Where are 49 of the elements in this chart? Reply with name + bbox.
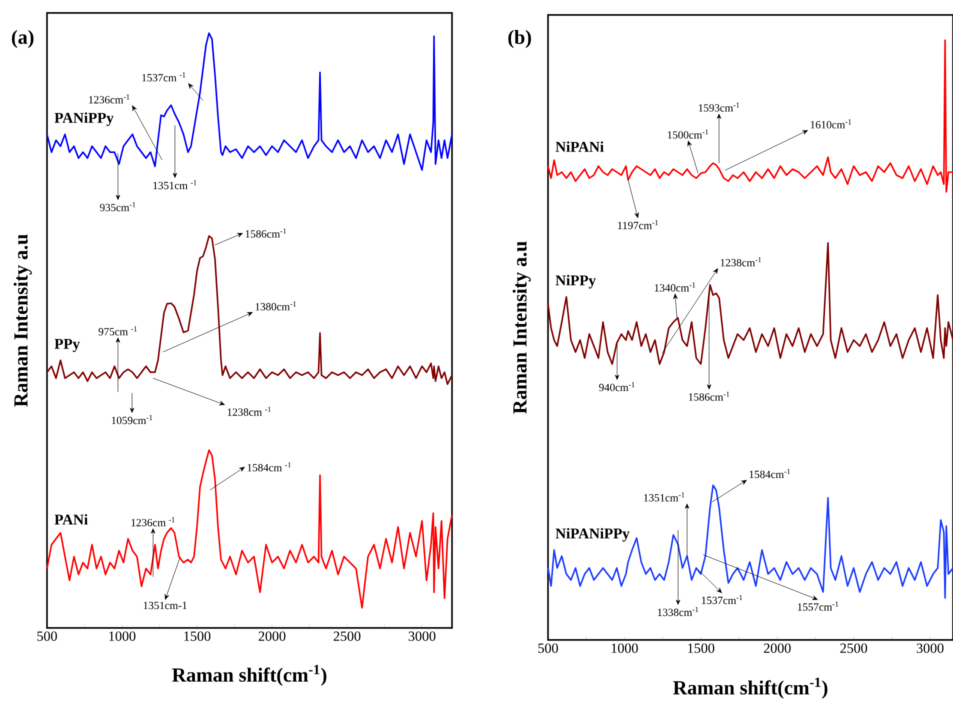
y-axis-title: Raman Intensity a.u <box>14 234 32 407</box>
annotation: 1340cm$^{-1}$ <box>654 282 696 292</box>
annotation: 1500cm$^{-1}$ <box>668 129 708 139</box>
y-axis-title: Raman Intensity a.u <box>512 241 531 414</box>
annotation: 1610cm$^{-1}$ <box>810 119 852 128</box>
annotation: 1584cm $^{-1}$ <box>248 462 291 472</box>
series-label: NiPANiPPy <box>556 528 630 542</box>
series-label: PPy <box>54 338 80 352</box>
annotation: 1537cm$^{-1}$ <box>702 594 742 604</box>
x-tick-label: 500 <box>37 632 57 641</box>
annotation: 975cm $^{-1}$ <box>98 326 137 336</box>
annotation: 1197cm$^{-1}$ <box>618 220 658 230</box>
x-tick-label: 2000 <box>258 632 286 641</box>
x-tick-label: 1000 <box>612 644 638 653</box>
annotation: 1238cm $^{-1}$ <box>228 406 271 416</box>
annotation: 1557cm$^{-1}$ <box>798 602 838 611</box>
x-tick-label: 2500 <box>840 644 868 653</box>
annotation: 1586cm$^{-1}$ <box>246 228 286 238</box>
annotation: 940cm$^{-1}$ <box>599 382 634 392</box>
chart-title: (a) <box>12 30 34 48</box>
series-label: NiPANi <box>556 141 604 152</box>
x-tick-label: 500 <box>538 644 558 653</box>
annotation: 1338cm$^{-1}$ <box>658 606 698 616</box>
annotation: 1238cm$^{-1}$ <box>720 257 762 266</box>
x-tick-label: 3000 <box>408 632 436 641</box>
series-label: PANiPPy <box>54 112 114 126</box>
x-axis-title: Raman shift(cm$^{-1}$) <box>172 664 326 686</box>
annotation: 1586cm$^{-1}$ <box>688 392 730 401</box>
annotation: 1584cm$^{-1}$ <box>750 468 790 478</box>
series-label: PANi <box>54 514 88 524</box>
annotation: 1351cm$^{-1}$ <box>644 492 684 502</box>
annotation: 935cm$^{-1}$ <box>100 202 136 212</box>
x-tick-label: 1500 <box>184 632 210 641</box>
annotation: 1236cm$^{-1}$ <box>89 94 130 104</box>
x-tick-label: 2500 <box>334 632 360 641</box>
annotation: 1351cm $^{-1}$ <box>153 180 196 190</box>
annotation: 1537cm $^{-1}$ <box>142 72 186 82</box>
annotation: 1351cm-1 <box>144 602 187 610</box>
annotation: 1380cm$^{-1}$ <box>256 301 296 310</box>
series-label: NiPPy <box>556 274 596 288</box>
x-tick-label: 1500 <box>688 644 714 653</box>
chart-title: (b) <box>508 30 531 48</box>
x-tick-label: 1000 <box>109 632 136 641</box>
x-tick-label: 2000 <box>764 644 791 653</box>
x-tick-label: 3000 <box>916 644 944 653</box>
annotation: 1059cm$^{-1}$ <box>112 415 152 424</box>
annotation: 1236cm $^{-1}$ <box>132 517 175 526</box>
annotation: 1593cm$^{-1}$ <box>698 102 740 112</box>
x-axis-title: Raman shift(cm$^{-1}$) <box>673 678 828 699</box>
